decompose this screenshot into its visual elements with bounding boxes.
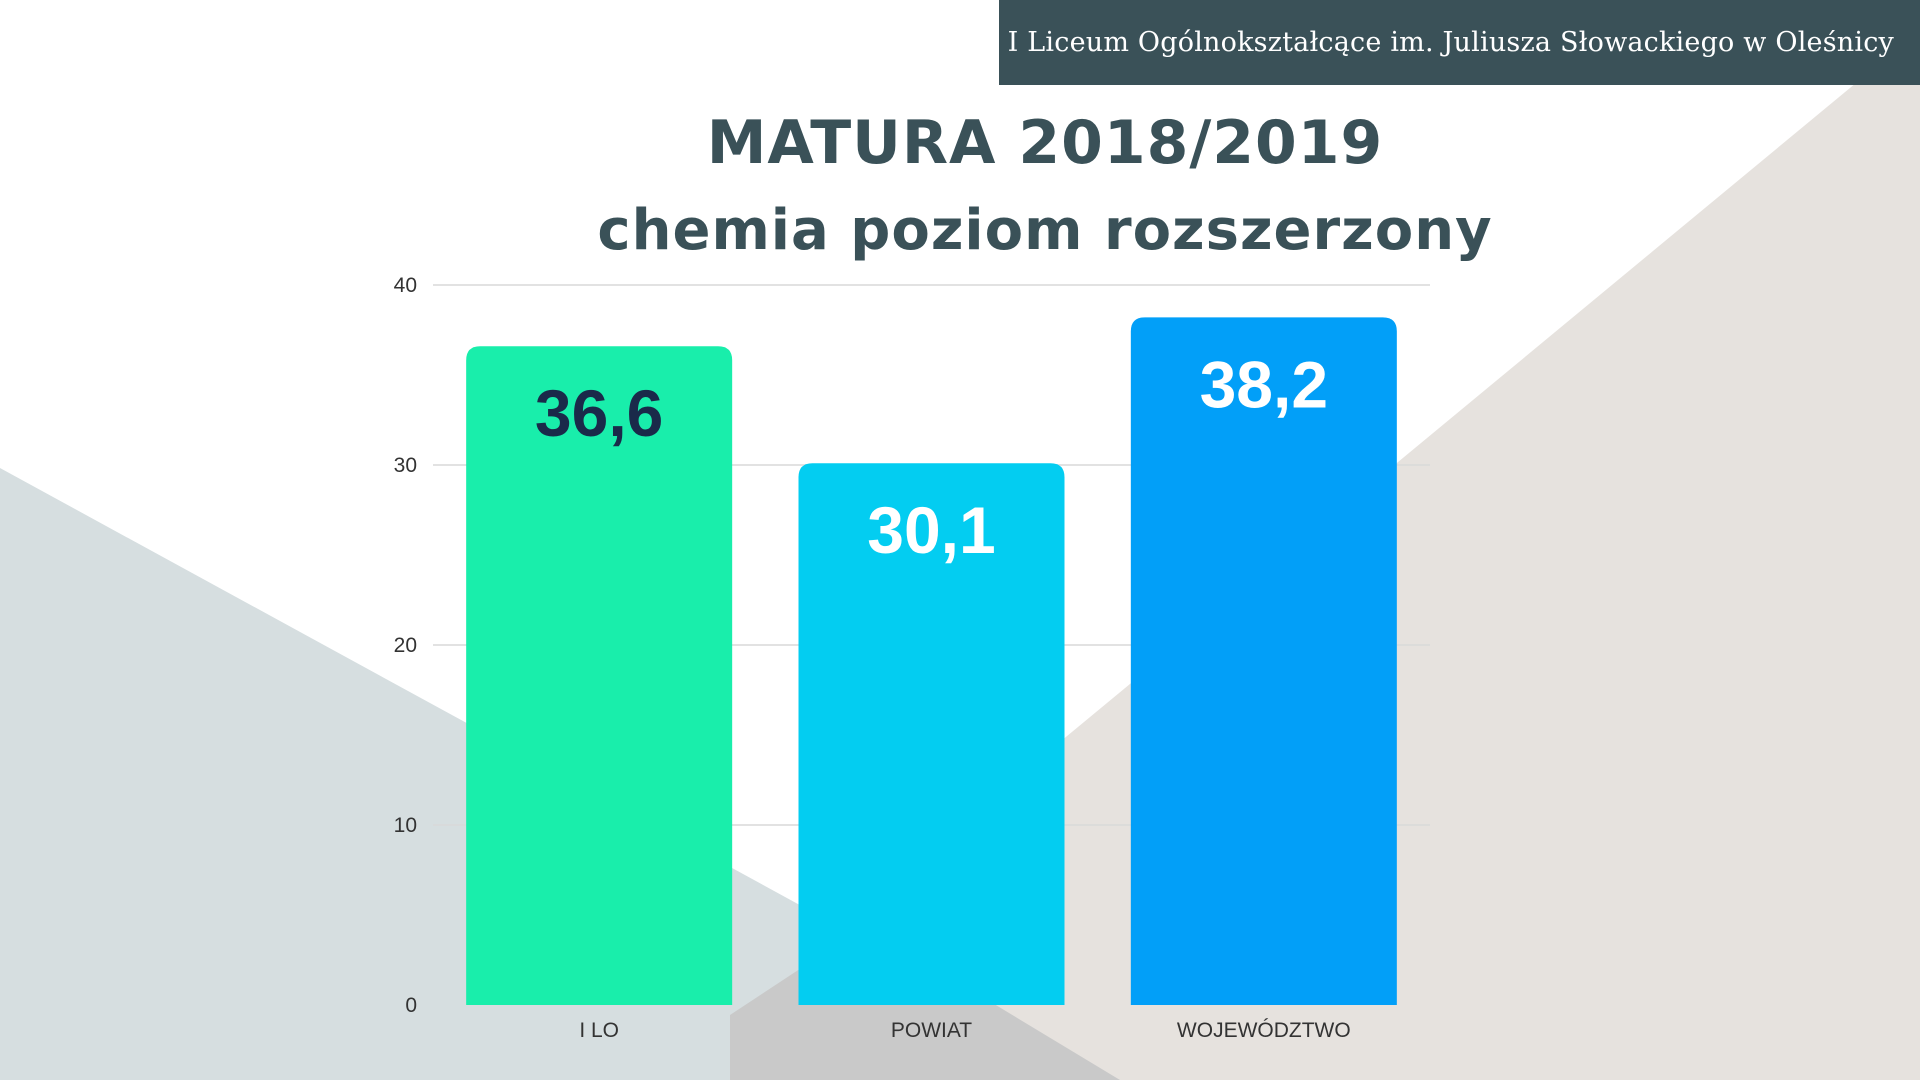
bar-value-label: 36,6 [535, 376, 663, 450]
bar [798, 463, 1065, 1005]
chart-subtitle: chemia poziom rozszerzony [597, 198, 1493, 263]
y-tick-label: 20 [394, 634, 417, 657]
bar-value-label: 30,1 [867, 493, 995, 567]
bar [466, 346, 733, 1005]
y-tick-label: 40 [394, 274, 417, 297]
y-tick-label: 10 [394, 814, 417, 837]
y-axis: 0 10 20 30 40 [394, 274, 417, 1017]
header-band: I Liceum Ogólnokształcące im. Juliusza S… [999, 0, 1920, 85]
chart-title: MATURA 2018/2019 [706, 108, 1384, 178]
x-category-label: WOJEWÓDZTWO [1177, 1019, 1351, 1042]
y-tick-label: 30 [394, 454, 417, 477]
y-tick-label: 0 [405, 994, 417, 1017]
bar-value-label: 38,2 [1200, 347, 1328, 421]
x-category-label: POWIAT [891, 1019, 972, 1042]
school-name: I Liceum Ogólnokształcące im. Juliusza S… [1007, 27, 1894, 58]
x-category-label: I LO [579, 1019, 619, 1042]
x-axis: I LO POWIAT WOJEWÓDZTWO [579, 1019, 1350, 1042]
bar [1130, 317, 1397, 1005]
bars: 36,6 30,1 38,2 [466, 317, 1397, 1005]
